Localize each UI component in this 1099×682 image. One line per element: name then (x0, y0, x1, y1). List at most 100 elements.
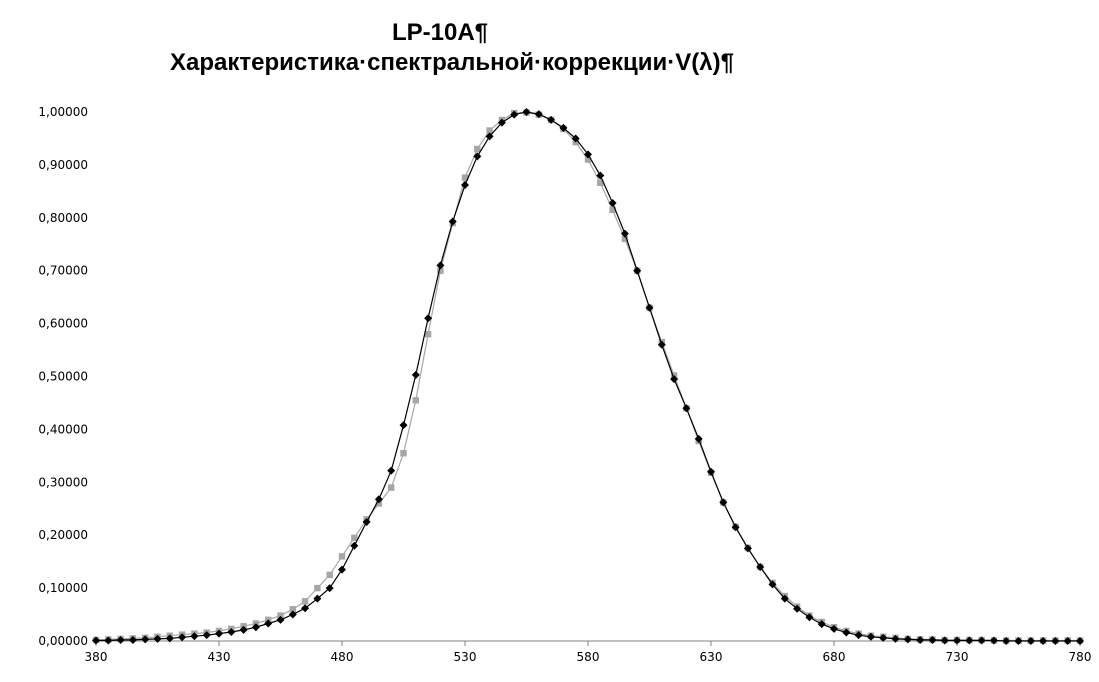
data-point (534, 110, 543, 119)
data-point (584, 156, 592, 163)
data-point (412, 397, 419, 404)
y-tick-label: 1,00000 (38, 105, 88, 119)
y-tick-label: 0,50000 (38, 370, 88, 384)
data-point (485, 132, 494, 141)
y-tick-label: 0,80000 (38, 211, 88, 225)
data-point (400, 450, 407, 457)
data-point (326, 571, 333, 579)
data-point (436, 261, 445, 270)
data-point (486, 127, 493, 134)
y-tick-label: 0,90000 (38, 158, 88, 172)
data-point (633, 266, 642, 275)
data-point (743, 544, 752, 553)
x-tick-label: 780 (1069, 650, 1092, 664)
data-point (375, 500, 383, 507)
data-point (645, 303, 654, 312)
data-point (1026, 637, 1035, 645)
data-point (388, 484, 395, 491)
data-point (362, 517, 371, 526)
data-point (288, 610, 297, 619)
data-point (92, 636, 100, 645)
data-point (597, 179, 604, 187)
series-line (96, 111, 1080, 642)
data-point (1039, 637, 1048, 645)
data-point (940, 636, 949, 645)
data-point (338, 553, 346, 560)
data-point (719, 498, 728, 507)
data-point (903, 635, 912, 644)
series-2 (92, 109, 1084, 644)
data-point (977, 636, 986, 645)
data-point (424, 330, 432, 338)
data-point (707, 467, 715, 476)
data-point (276, 615, 285, 624)
data-point (830, 624, 838, 633)
data-point (104, 636, 113, 645)
data-point (301, 598, 309, 605)
data-point (609, 206, 616, 214)
x-tick-label: 680 (823, 650, 846, 664)
data-point (448, 217, 457, 226)
data-point (116, 635, 125, 644)
data-point (374, 495, 383, 504)
x-tick-label: 530 (454, 650, 477, 664)
data-point (202, 631, 211, 640)
data-point (1002, 637, 1011, 645)
data-point (239, 625, 248, 634)
data-point (1051, 637, 1060, 645)
data-point (620, 229, 629, 238)
data-point (338, 565, 346, 574)
data-point (314, 584, 321, 592)
chart-subtitle: Характеристика·спектральной·коррекции·V(… (170, 49, 734, 76)
data-point (866, 632, 875, 641)
y-tick-label: 0,60000 (38, 317, 88, 331)
data-point (657, 340, 666, 349)
data-point (251, 623, 260, 632)
data-point (817, 620, 826, 629)
x-tick-label: 630 (700, 650, 723, 664)
y-tick-label: 0,40000 (38, 422, 88, 436)
data-point (916, 635, 925, 644)
series-1 (92, 108, 1084, 645)
x-tick-labels: 380 430 480 530 580 630 680 730 780 (85, 650, 1092, 664)
data-point (215, 629, 223, 638)
y-tick-label: 0,20000 (38, 528, 88, 542)
data-point (842, 628, 851, 637)
data-point (190, 632, 199, 641)
data-point (780, 594, 789, 603)
data-point (497, 118, 506, 127)
data-point (141, 635, 150, 644)
data-point (424, 314, 433, 323)
data-point (608, 198, 617, 207)
data-point (289, 606, 296, 613)
x-tick-label: 580 (577, 650, 600, 664)
data-point (461, 181, 469, 190)
data-point (437, 267, 444, 274)
data-point (928, 635, 937, 644)
data-point (510, 110, 519, 119)
data-point (584, 150, 592, 159)
data-point (461, 174, 469, 181)
x-tick-label: 380 (85, 650, 108, 664)
x-tick-label: 480 (331, 650, 354, 664)
data-point (474, 145, 481, 153)
data-point (805, 613, 814, 622)
data-point (694, 434, 703, 443)
data-point (953, 636, 961, 645)
data-point (178, 633, 187, 642)
y-tick-label: 0,00000 (38, 634, 88, 648)
data-point (621, 235, 629, 243)
data-point (768, 580, 777, 589)
data-point (731, 523, 740, 532)
data-point (965, 636, 974, 645)
data-point (264, 619, 273, 628)
data-point (682, 404, 691, 413)
data-point (559, 123, 568, 132)
data-point (301, 604, 310, 613)
y-tick-label: 0,70000 (38, 264, 88, 278)
data-point (670, 375, 679, 384)
data-point (399, 421, 408, 430)
data-point (879, 633, 888, 642)
data-point (854, 631, 863, 640)
